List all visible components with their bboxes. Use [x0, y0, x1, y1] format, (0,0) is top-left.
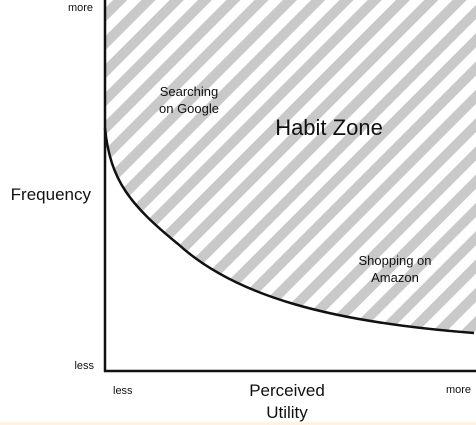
- example-amazon-line1: Shopping on: [358, 253, 431, 268]
- bottom-border: [0, 422, 476, 425]
- y-axis-top-label: more: [68, 2, 93, 14]
- y-axis-label: Frequency: [11, 185, 92, 204]
- x-axis-right-label: more: [446, 384, 471, 396]
- example-amazon-line2: Amazon: [371, 270, 419, 285]
- x-axis-label-line2: Utility: [266, 403, 308, 422]
- habit-zone-area: [105, 0, 476, 333]
- x-axis-label-line1: Perceived: [249, 381, 325, 400]
- y-axis-bottom-label: less: [74, 360, 94, 372]
- habit-threshold-curve: [103, 127, 475, 335]
- x-axis-left-label: less: [113, 385, 133, 397]
- example-google-line1: Searching: [160, 84, 219, 99]
- habit-zone-title: Habit Zone: [275, 115, 383, 140]
- example-google-line2: on Google: [159, 101, 219, 116]
